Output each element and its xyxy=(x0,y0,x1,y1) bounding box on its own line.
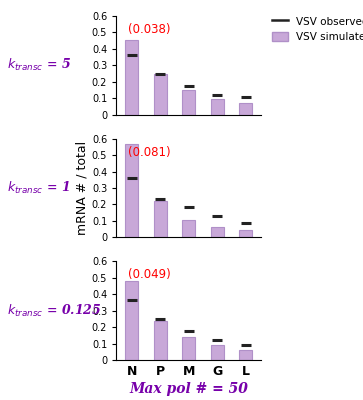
Text: (0.038): (0.038) xyxy=(128,23,170,36)
Bar xyxy=(182,90,195,115)
Bar xyxy=(154,202,167,237)
Bar xyxy=(182,337,195,360)
Bar xyxy=(125,144,138,237)
Text: Max pol # = 50: Max pol # = 50 xyxy=(129,382,248,396)
Legend: VSV observed, VSV simulated: VSV observed, VSV simulated xyxy=(272,16,363,42)
Text: mRNA # / total: mRNA # / total xyxy=(75,141,88,235)
Text: (0.081): (0.081) xyxy=(128,146,170,158)
Text: $k_{transc}$ = 5: $k_{transc}$ = 5 xyxy=(7,57,71,73)
Bar xyxy=(125,40,138,115)
Text: (0.049): (0.049) xyxy=(128,268,171,281)
Bar xyxy=(154,321,167,360)
Bar xyxy=(211,345,224,360)
Bar xyxy=(211,98,224,115)
Bar xyxy=(239,230,252,237)
Bar xyxy=(182,220,195,237)
Bar xyxy=(154,74,167,115)
Text: $k_{transc}$ = 1: $k_{transc}$ = 1 xyxy=(7,180,70,196)
Text: $k_{transc}$ = 0.125: $k_{transc}$ = 0.125 xyxy=(7,303,102,319)
Bar xyxy=(125,281,138,360)
Bar xyxy=(239,103,252,115)
Bar xyxy=(239,350,252,360)
Bar xyxy=(211,227,224,237)
